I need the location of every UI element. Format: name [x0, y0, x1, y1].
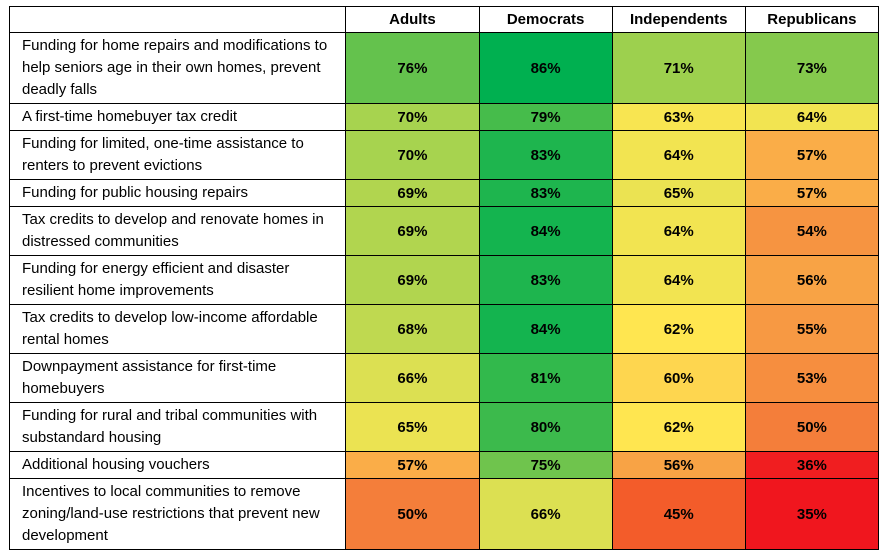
value-cell-independents: 64% [611, 130, 746, 180]
value-cell-republicans: 53% [744, 353, 880, 403]
value-cell-adults: 50% [345, 478, 480, 550]
value-cell-republicans: 56% [744, 255, 880, 305]
policy-label: Funding for rural and tribal communities… [8, 402, 347, 452]
table-row: Additional housing vouchers 57% 75% 56% 36% [8, 451, 880, 479]
value-cell-adults: 68% [345, 304, 480, 354]
value-cell-independents: 62% [611, 402, 746, 452]
policy-label: Funding for home repairs and modificatio… [8, 32, 347, 104]
value-cell-republicans: 55% [744, 304, 880, 354]
value-cell-republicans: 73% [744, 32, 880, 104]
table-row: Funding for home repairs and modificatio… [8, 32, 880, 104]
table-body: Funding for home repairs and modificatio… [8, 32, 880, 550]
value-cell-adults: 69% [345, 255, 480, 305]
policy-label: Additional housing vouchers [8, 451, 347, 479]
value-cell-adults: 65% [345, 402, 480, 452]
heatmap-table-container: Adults Democrats Independents Republicans F… [8, 6, 880, 550]
value-cell-adults: 66% [345, 353, 480, 403]
value-cell-independents: 71% [611, 32, 746, 104]
corner-cell [8, 6, 347, 33]
value-cell-democrats: 66% [478, 478, 613, 550]
value-cell-adults: 69% [345, 179, 480, 207]
value-cell-independents: 64% [611, 206, 746, 256]
value-cell-democrats: 80% [478, 402, 613, 452]
value-cell-republicans: 35% [744, 478, 880, 550]
value-cell-independents: 56% [611, 451, 746, 479]
value-cell-democrats: 84% [478, 304, 613, 354]
value-cell-republicans: 36% [744, 451, 880, 479]
value-cell-democrats: 83% [478, 130, 613, 180]
column-header-independents: Independents [611, 6, 746, 33]
value-cell-democrats: 81% [478, 353, 613, 403]
value-cell-republicans: 57% [744, 130, 880, 180]
value-cell-democrats: 83% [478, 179, 613, 207]
value-cell-democrats: 86% [478, 32, 613, 104]
value-cell-independents: 45% [611, 478, 746, 550]
table-row: Funding for limited, one-time assistance… [8, 130, 880, 180]
value-cell-adults: 69% [345, 206, 480, 256]
column-header-democrats: Democrats [478, 6, 613, 33]
value-cell-democrats: 84% [478, 206, 613, 256]
policy-label: Downpayment assistance for first-time ho… [8, 353, 347, 403]
value-cell-democrats: 79% [478, 103, 613, 131]
value-cell-democrats: 83% [478, 255, 613, 305]
policy-label: Incentives to local communities to remov… [8, 478, 347, 550]
value-cell-adults: 76% [345, 32, 480, 104]
value-cell-independents: 65% [611, 179, 746, 207]
column-header-adults: Adults [345, 6, 480, 33]
policy-label: Funding for energy efficient and disaste… [8, 255, 347, 305]
value-cell-independents: 63% [611, 103, 746, 131]
value-cell-republicans: 50% [744, 402, 880, 452]
value-cell-independents: 62% [611, 304, 746, 354]
policy-label: Tax credits to develop low-income afford… [8, 304, 347, 354]
policy-label: A first-time homebuyer tax credit [8, 103, 347, 131]
value-cell-adults: 57% [345, 451, 480, 479]
value-cell-democrats: 75% [478, 451, 613, 479]
value-cell-adults: 70% [345, 130, 480, 180]
policy-label: Funding for public housing repairs [8, 179, 347, 207]
table-row: Tax credits to develop and renovate home… [8, 206, 880, 256]
value-cell-independents: 60% [611, 353, 746, 403]
value-cell-adults: 70% [345, 103, 480, 131]
table-row: A first-time homebuyer tax credit 70% 79% 6… [8, 103, 880, 131]
table-row: Tax credits to develop low-income afford… [8, 304, 880, 354]
table-row: Downpayment assistance for first-time ho… [8, 353, 880, 403]
table-header: Adults Democrats Independents Republicans [8, 6, 880, 33]
table-row: Incentives to local communities to remov… [8, 478, 880, 550]
column-header-republicans: Republicans [744, 6, 880, 33]
table-row: Funding for public housing repairs 69% 83%… [8, 179, 880, 207]
header-row: Adults Democrats Independents Republicans [8, 6, 880, 33]
heatmap-table: Adults Democrats Independents Republicans F… [8, 6, 880, 550]
policy-label: Tax credits to develop and renovate home… [8, 206, 347, 256]
table-row: Funding for rural and tribal communities… [8, 402, 880, 452]
value-cell-republicans: 64% [744, 103, 880, 131]
value-cell-independents: 64% [611, 255, 746, 305]
value-cell-republicans: 57% [744, 179, 880, 207]
policy-label: Funding for limited, one-time assistance… [8, 130, 347, 180]
value-cell-republicans: 54% [744, 206, 880, 256]
table-row: Funding for energy efficient and disaste… [8, 255, 880, 305]
